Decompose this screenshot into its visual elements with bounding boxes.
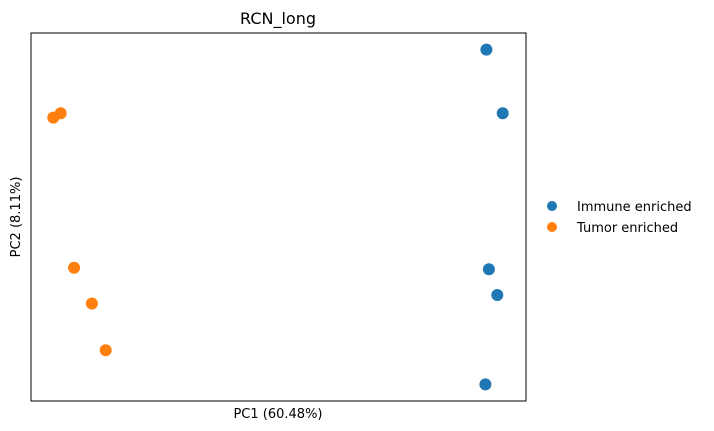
x-axis-label: PC1 (60.48%) — [233, 407, 322, 422]
legend-label: Immune enriched — [577, 200, 692, 215]
legend-marker — [547, 222, 557, 232]
data-point — [99, 344, 112, 357]
data-points — [47, 43, 509, 391]
data-point — [496, 107, 509, 120]
data-point — [47, 111, 60, 124]
data-point — [68, 261, 81, 274]
legend: Immune enriched Tumor enriched — [547, 200, 692, 236]
data-point — [85, 297, 98, 310]
data-point — [482, 263, 495, 276]
chart-title: RCN_long — [240, 9, 316, 29]
data-point — [479, 378, 492, 391]
data-point — [491, 289, 504, 301]
data-point — [480, 43, 493, 56]
legend-label: Tumor enriched — [576, 221, 678, 236]
legend-marker — [547, 201, 557, 211]
plot-area-frame — [30, 32, 527, 402]
y-axis-label: PC2 (8.11%) — [9, 177, 24, 258]
